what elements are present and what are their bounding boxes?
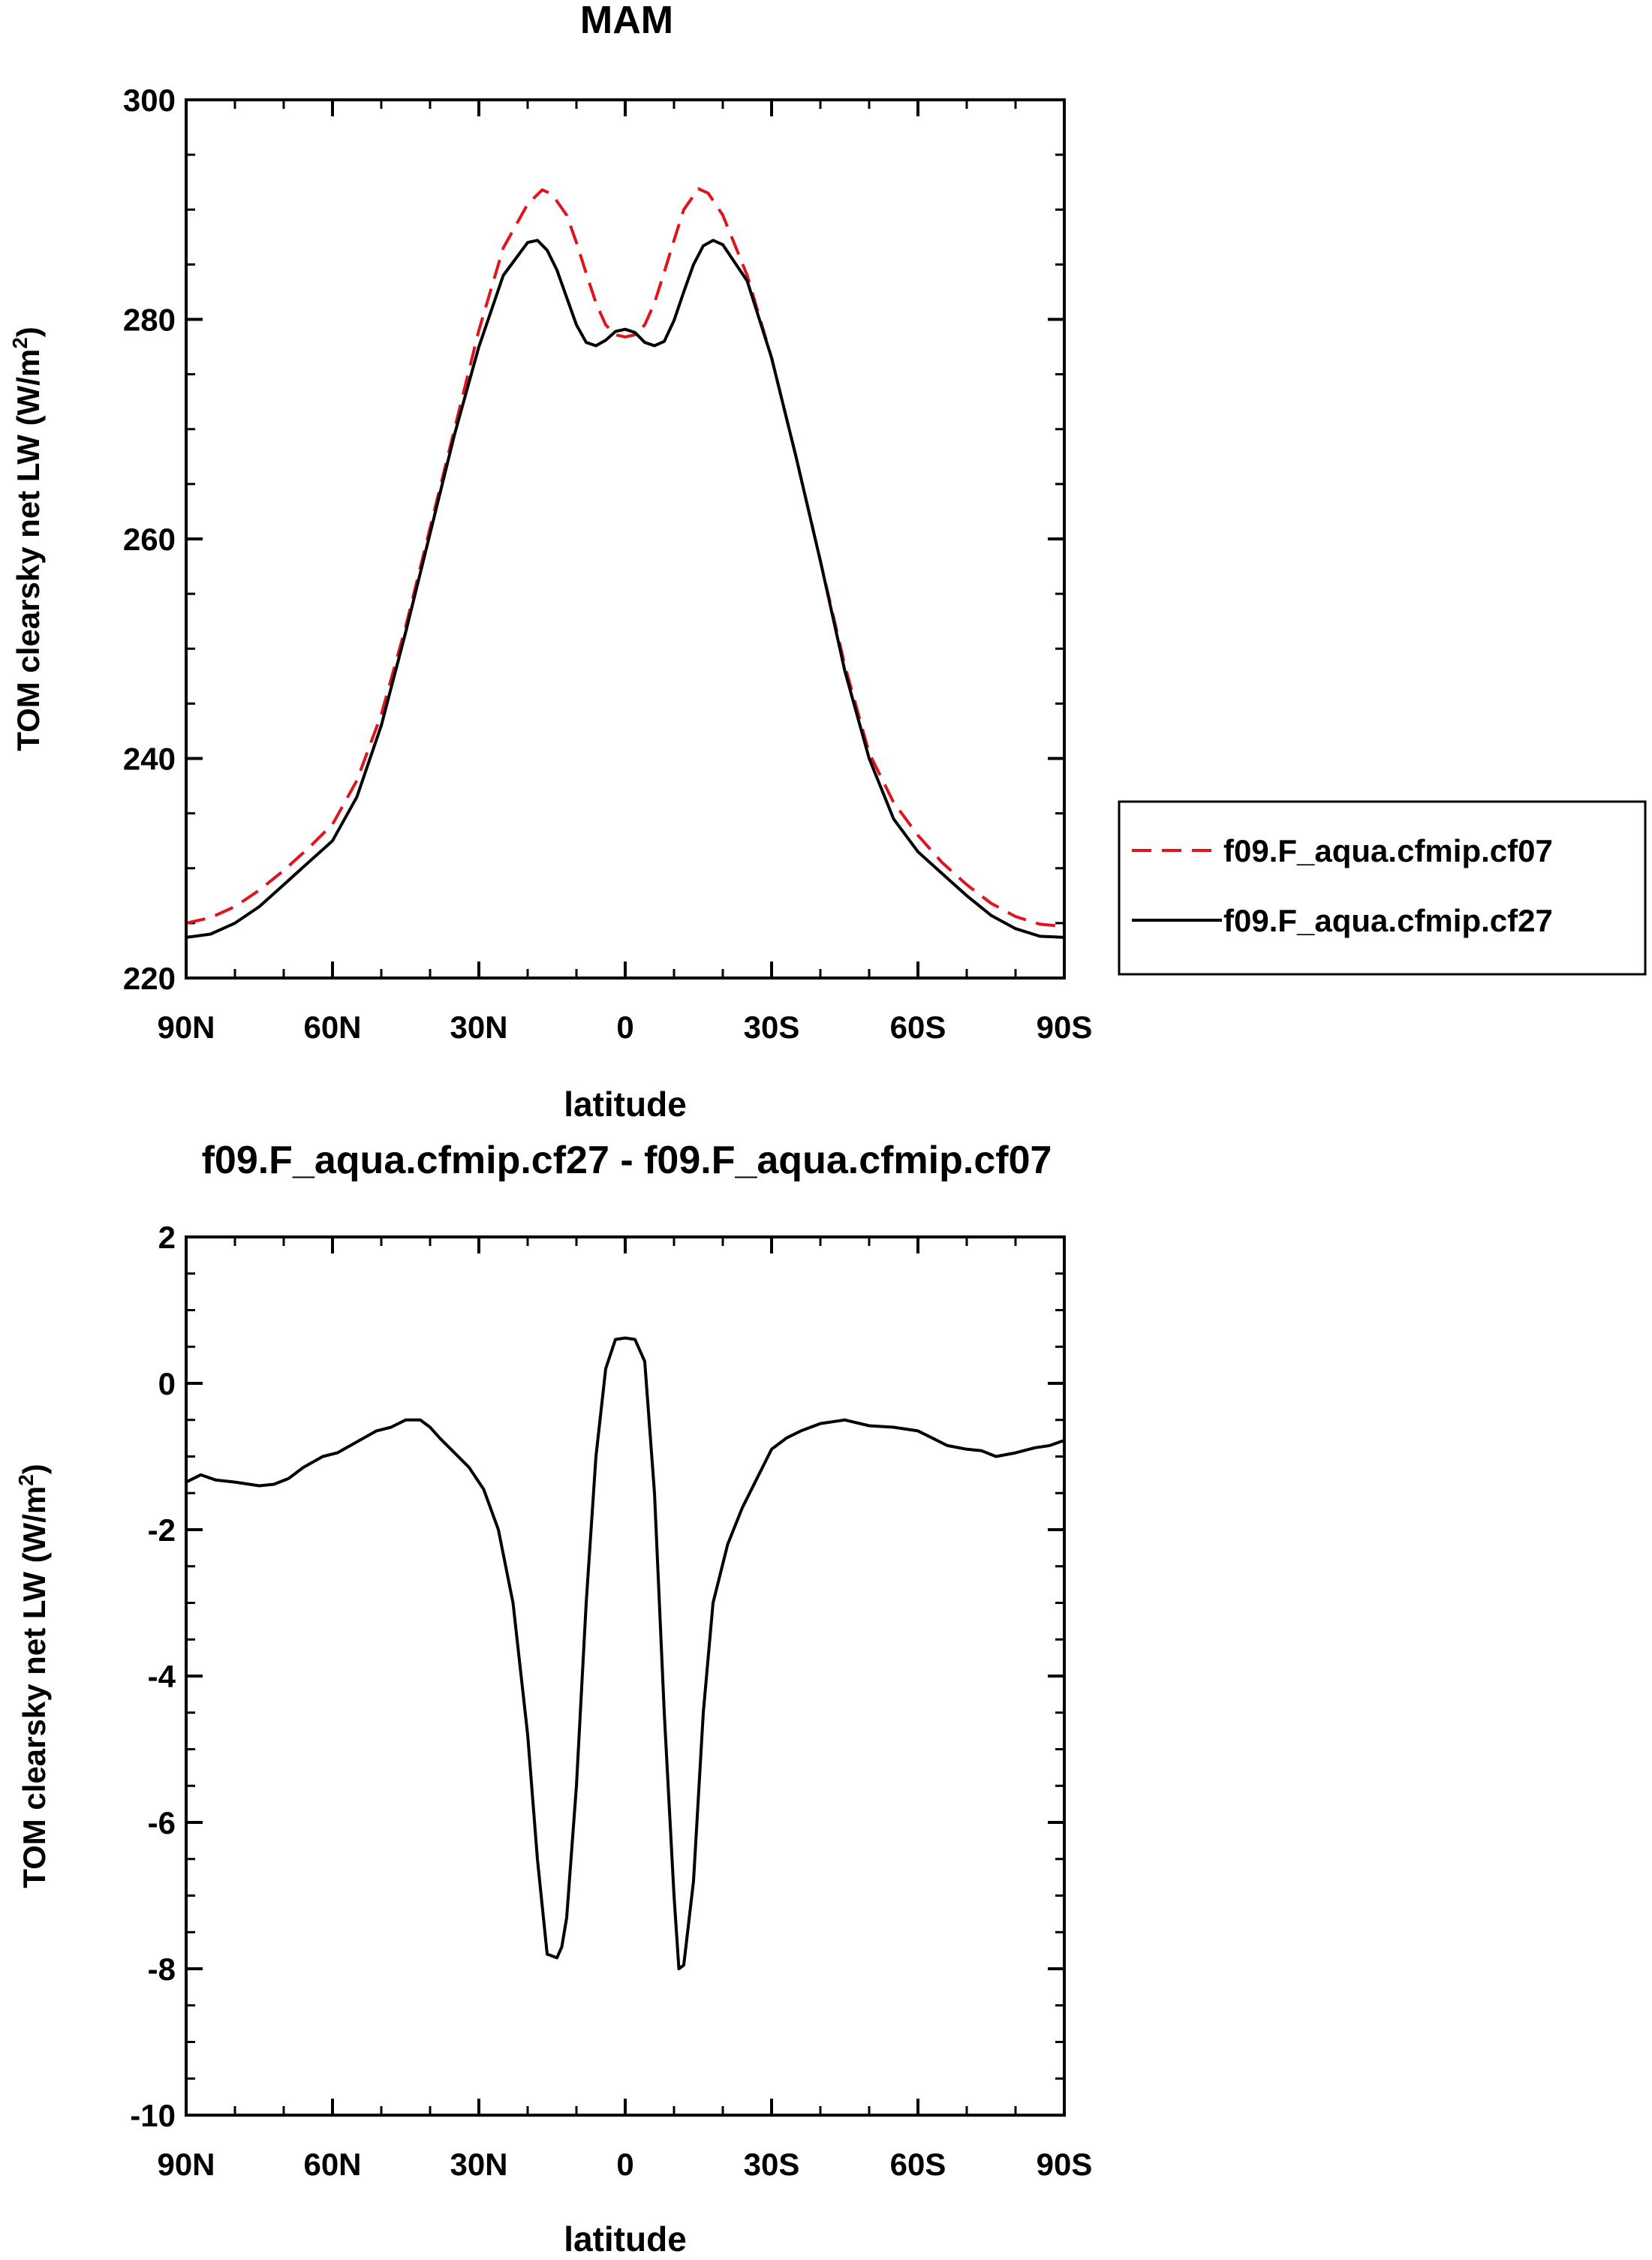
bottom-chart-title: f09.F_aqua.cfmip.cf27 - f09.F_aqua.cfmip…	[202, 1139, 1052, 1182]
top-y-axis-label: TOM clearsky net LW (W/m2)	[8, 327, 46, 751]
bottom-y-axis-label-main: TOM clearsky net LW (W/m	[17, 1486, 52, 1888]
legend-box	[1118, 800, 1647, 976]
top-y-tick-label: 300	[123, 83, 176, 118]
bottom-x-tick-label: 60N	[303, 2147, 361, 2182]
top-x-tick-labels: 90N 60N 30N 0 30S 60S 90S	[157, 1010, 1092, 1045]
bottom-y-tick-label: -4	[148, 1659, 176, 1694]
top-chart-title: MAM	[580, 0, 673, 42]
top-x-tick-label: 30N	[450, 1010, 507, 1045]
bottom-x-axis-label: latitude	[564, 2219, 687, 2258]
bottom-panel: f09.F_aqua.cfmip.cf27 - f09.F_aqua.cfmip…	[14, 1139, 1092, 2258]
legend-label-cf27: f09.F_aqua.cfmip.cf27	[1223, 903, 1553, 938]
bottom-x-tick-label: 90N	[157, 2147, 215, 2182]
bottom-y-axis-label-suffix: )	[17, 1464, 52, 1474]
bottom-y-tick-label: 0	[158, 1366, 176, 1401]
top-y-tick-labels: 220 240 260 280 300	[123, 83, 176, 996]
top-axis-ticks	[185, 98, 1066, 980]
top-y-tick-label: 240	[123, 742, 176, 777]
top-x-tick-label: 60N	[303, 1010, 361, 1045]
bottom-y-tick-label: -10	[130, 2098, 176, 2133]
top-x-axis-label: latitude	[564, 1085, 687, 1124]
bottom-y-tick-label: -8	[148, 1952, 176, 1987]
top-x-tick-label: 90N	[157, 1010, 215, 1045]
top-y-tick-label: 280	[123, 302, 176, 338]
bottom-x-tick-label: 0	[616, 2147, 633, 2182]
legend-label-cf07: f09.F_aqua.cfmip.cf07	[1223, 833, 1553, 868]
bottom-y-axis-label: TOM clearsky net LW (W/m2)	[14, 1464, 52, 1888]
top-y-axis-label-superscript: 2	[8, 337, 32, 349]
bottom-plot-frame	[185, 1235, 1066, 2117]
bottom-series-lines	[185, 1336, 1065, 1970]
bottom-y-tick-label: -2	[148, 1512, 176, 1548]
bottom-y-tick-label: -6	[148, 1805, 176, 1840]
top-series-line-1	[185, 239, 1065, 939]
bottom-x-tick-labels: 90N 60N 30N 0 30S 60S 90S	[157, 2147, 1092, 2182]
top-y-tick-label: 220	[123, 961, 176, 996]
top-x-tick-label: 90S	[1037, 1010, 1093, 1045]
top-plot-frame	[185, 98, 1066, 980]
bottom-x-tick-label: 30S	[744, 2147, 800, 2182]
top-series-lines	[185, 187, 1065, 939]
bottom-x-tick-label: 90S	[1037, 2147, 1093, 2182]
top-series-line-0	[185, 187, 1065, 928]
bottom-series-line-0	[185, 1336, 1065, 1970]
bottom-y-tick-labels: -10 -8 -6 -4 -2 0 2	[130, 1220, 176, 2133]
top-x-tick-label: 60S	[890, 1010, 946, 1045]
bottom-y-tick-label: 2	[158, 1220, 176, 1255]
bottom-x-tick-label: 60S	[890, 2147, 946, 2182]
top-y-axis-label-suffix: )	[11, 327, 46, 337]
bottom-y-axis-label-superscript: 2	[14, 1474, 38, 1486]
legend: f09.F_aqua.cfmip.cf07 f09.F_aqua.cfmip.c…	[1118, 800, 1647, 976]
top-y-tick-label: 260	[123, 522, 176, 557]
bottom-axis-ticks	[185, 1235, 1066, 2117]
top-x-tick-label: 0	[616, 1010, 633, 1045]
top-x-tick-label: 30S	[744, 1010, 800, 1045]
bottom-x-tick-label: 30N	[450, 2147, 507, 2182]
top-y-axis-label-main: TOM clearsky net LW (W/m	[11, 349, 46, 751]
